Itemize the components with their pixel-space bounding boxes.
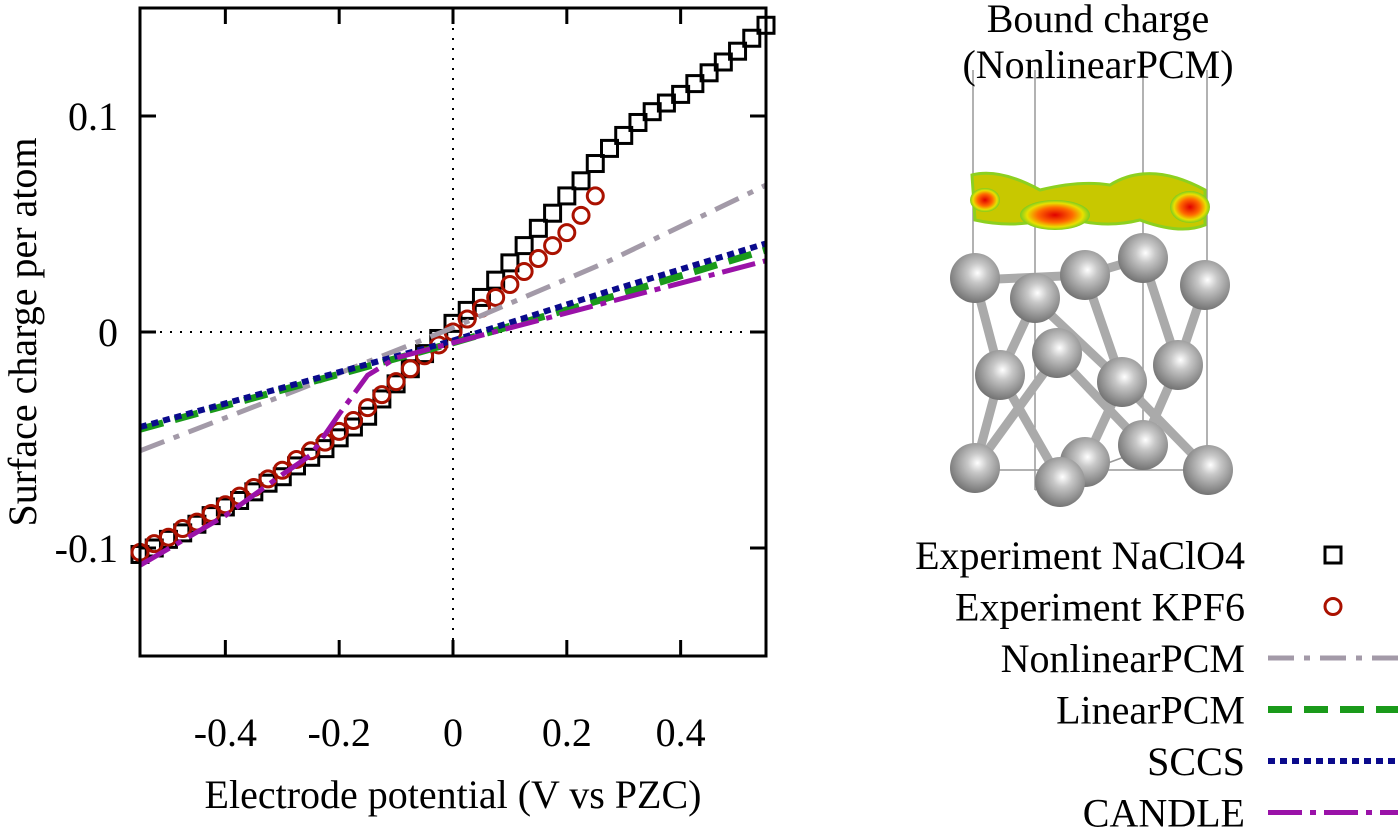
marker — [258, 469, 278, 489]
marker — [514, 262, 534, 282]
marker — [685, 74, 705, 94]
marker — [158, 527, 178, 547]
marker — [557, 223, 577, 243]
marker — [343, 411, 363, 431]
x-axis-label: Electrode potential (V vs PZC) — [205, 772, 702, 817]
y-axis-label: Surface charge per atom — [0, 137, 45, 526]
marker — [471, 287, 491, 307]
marker — [571, 205, 591, 225]
plot-frame — [138, 6, 768, 658]
marker — [585, 186, 605, 206]
marker — [585, 154, 605, 174]
marker — [386, 372, 406, 392]
marker — [372, 385, 392, 405]
marker — [400, 359, 420, 379]
marker — [600, 138, 619, 158]
marker — [528, 218, 548, 238]
x-tick-label: -0.4 — [194, 710, 257, 755]
marker — [628, 112, 648, 132]
marker — [500, 274, 520, 294]
marker — [358, 398, 378, 418]
structure-image — [950, 70, 1233, 507]
y-tick-label: 0.1 — [68, 94, 118, 139]
series-line — [139, 182, 768, 454]
image-title: Bound charge — [987, 0, 1210, 41]
marker — [543, 236, 563, 256]
legend-label: SCCS — [1147, 739, 1245, 784]
marker — [671, 84, 691, 104]
marker — [713, 52, 733, 72]
marker — [528, 249, 548, 269]
marker — [301, 441, 321, 461]
marker — [486, 287, 506, 307]
image-title: (NonlinearPCM) — [962, 42, 1233, 87]
series-line — [138, 258, 767, 568]
marker — [329, 421, 349, 441]
legend-marker — [1323, 597, 1343, 616]
legend-label: Experiment KPF6 — [955, 585, 1245, 630]
legend-label: CANDLE — [1083, 791, 1245, 829]
marker — [614, 125, 634, 145]
y-tick-label: 0 — [98, 310, 118, 355]
marker — [728, 41, 748, 61]
legend-label: NonlinearPCM — [1001, 636, 1245, 681]
y-tick-label: -0.1 — [55, 526, 118, 571]
legend-marker — [1323, 545, 1343, 565]
x-tick-label: -0.2 — [308, 710, 371, 755]
marker — [699, 63, 719, 83]
legend-label: LinearPCM — [1056, 688, 1245, 733]
legend-label: Experiment NaClO4 — [915, 533, 1245, 578]
x-tick-label: 0.4 — [656, 710, 706, 755]
x-tick-label: 0 — [443, 710, 463, 755]
marker — [557, 186, 577, 206]
x-tick-label: 0.2 — [542, 710, 592, 755]
marker — [571, 171, 591, 191]
marker — [742, 28, 762, 48]
marker — [543, 203, 563, 223]
marker — [514, 236, 534, 256]
marker — [500, 253, 520, 273]
marker — [457, 309, 477, 329]
